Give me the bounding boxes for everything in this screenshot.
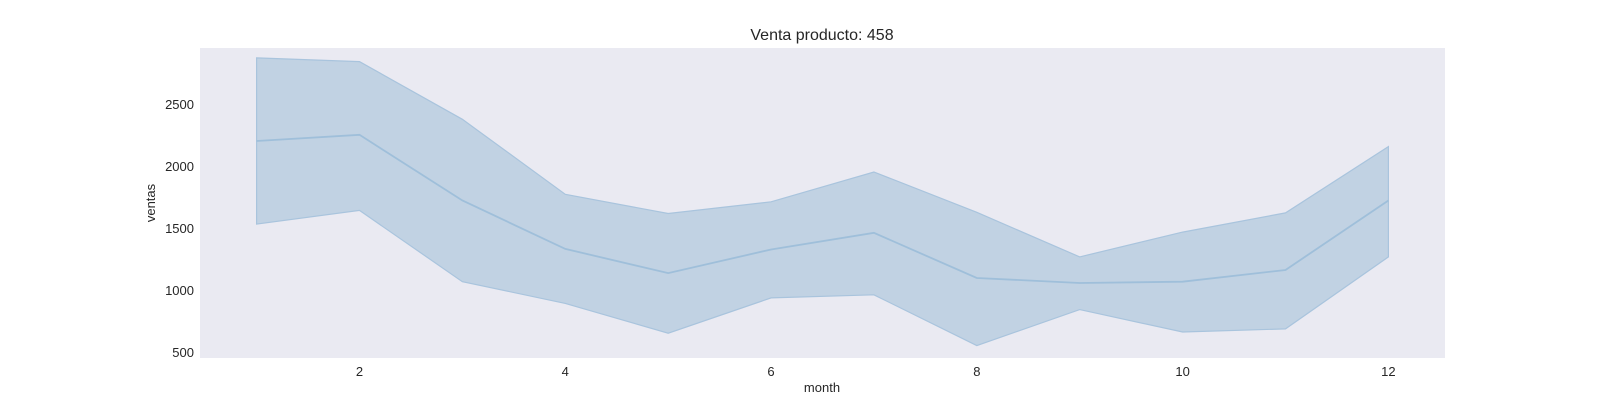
x-tick-label: 4	[562, 364, 569, 379]
confidence-band	[256, 57, 1389, 347]
y-tick-label: 2500	[165, 97, 194, 112]
mean-line	[256, 133, 1389, 284]
y-tick-label: 2000	[165, 159, 194, 174]
y-tick-label: 1500	[165, 221, 194, 236]
x-tick-label: 6	[767, 364, 774, 379]
y-tick-label: 500	[172, 345, 194, 360]
x-tick-label: 12	[1381, 364, 1395, 379]
y-axis-ticks: 500 1000 1500 2000 2500	[165, 97, 194, 360]
x-axis-label: month	[804, 380, 840, 395]
x-tick-label: 8	[973, 364, 980, 379]
y-tick-label: 1000	[165, 283, 194, 298]
x-tick-label: 2	[356, 364, 363, 379]
y-axis-label: ventas	[143, 183, 158, 222]
x-tick-label: 10	[1175, 364, 1189, 379]
chart-title: Venta producto: 458	[750, 27, 893, 44]
x-axis-ticks: 2 4 6 8 10 12	[356, 364, 1396, 379]
